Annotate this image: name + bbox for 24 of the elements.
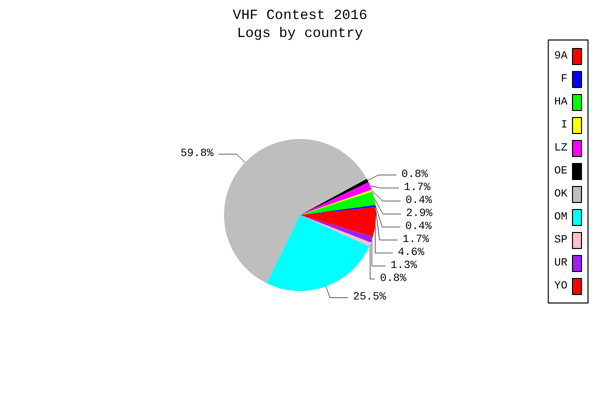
legend-label: OM [554, 212, 568, 224]
data-label: 0.8% [401, 169, 428, 182]
chart-subtitle: Logs by country [236, 26, 364, 42]
legend-label: I [560, 120, 568, 132]
legend-label: HA [554, 96, 568, 108]
legend-label: UR [554, 258, 568, 270]
legend-label: SP [554, 234, 568, 246]
data-label: 0.8% [380, 273, 407, 286]
legend-label: LZ [554, 142, 568, 154]
legend-label: F [560, 74, 568, 86]
data-label: 0.4% [405, 221, 432, 234]
legend-label: YO [554, 280, 568, 292]
legend-label: 9A [554, 50, 568, 62]
data-label: 1.3% [390, 260, 418, 272]
data-label: 0.4% [405, 195, 432, 208]
data-label: 1.7% [402, 234, 430, 246]
data-label: 25.5% [352, 292, 386, 304]
data-label: 59.8% [180, 148, 214, 160]
chart-title: VHF Contest 2016 [232, 8, 368, 24]
data-label: 4.6% [398, 247, 425, 260]
data-label: 1.7% [404, 182, 431, 194]
legend-label: OE [554, 166, 568, 178]
legend-label: OK [554, 188, 568, 200]
data-label: 2.9% [406, 208, 433, 220]
